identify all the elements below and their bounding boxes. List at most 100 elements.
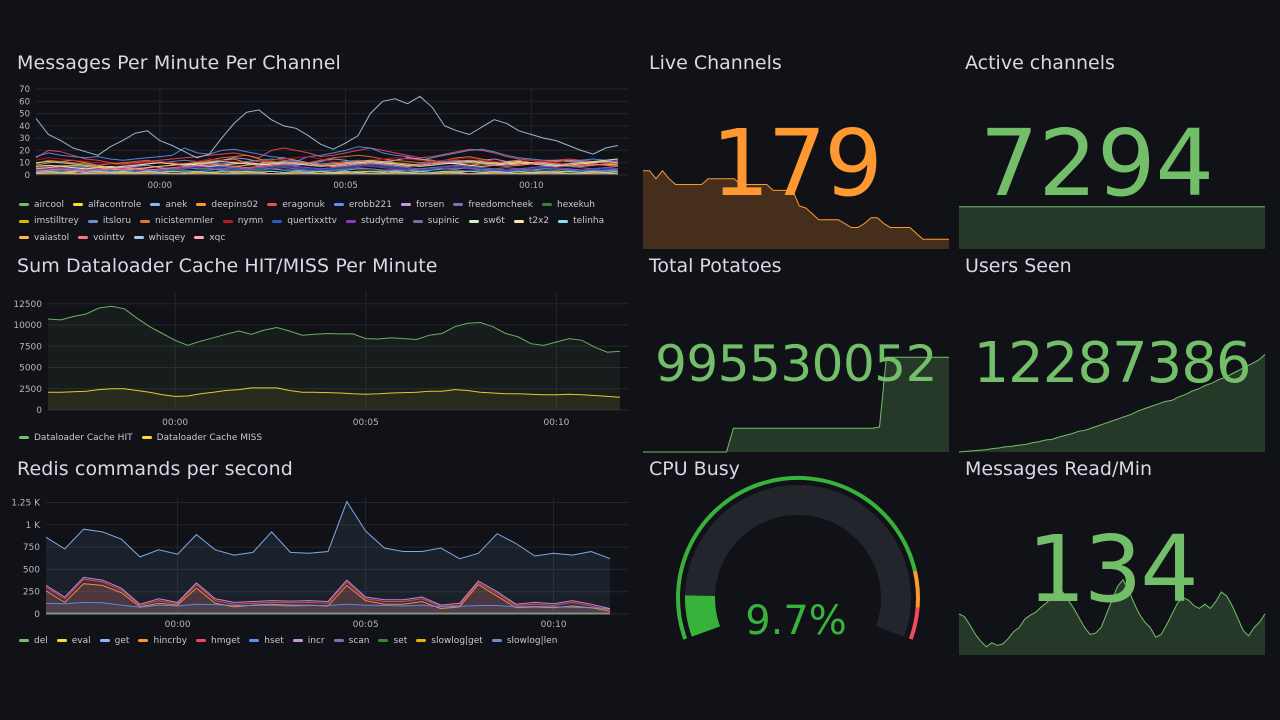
x-tick-label: 00:10 <box>543 418 569 428</box>
legend-item[interactable]: nicistemmler <box>140 213 214 229</box>
legend-item[interactable]: erobb221 <box>333 197 392 213</box>
legend-label: eval <box>71 635 91 646</box>
panel-redis-commands[interactable]: Redis commands per second 1.25 K 1 K 750 50… <box>0 458 640 658</box>
legend-item[interactable]: telinha <box>558 213 604 229</box>
legend-swatch <box>150 203 161 206</box>
panel-dataloader-cache[interactable]: Sum Dataloader Cache HIT/MISS Per Minute… <box>0 255 640 450</box>
series-line-hset <box>45 601 611 610</box>
legend-item[interactable]: vointtv <box>78 230 125 246</box>
legend-item[interactable]: Dataloader Cache HIT <box>19 430 133 446</box>
legend-item[interactable]: slowlog|len <box>491 633 558 649</box>
y-tick-label: 20 <box>19 146 30 156</box>
legend-item[interactable]: alfacontrole <box>72 197 142 213</box>
legend-label: hexekuh <box>556 199 595 210</box>
legend-swatch <box>412 219 423 223</box>
panel-title: Total Potatoes <box>649 255 782 277</box>
legend-item[interactable]: hset <box>249 633 284 649</box>
series-line-get <box>45 500 611 560</box>
series-area-get <box>46 501 610 614</box>
gauge-track <box>685 485 911 637</box>
legend-item[interactable]: whisqey <box>133 230 186 246</box>
legend-item[interactable]: anek <box>150 197 187 213</box>
legend-swatch <box>87 219 98 223</box>
legend-item[interactable]: eval <box>56 633 91 649</box>
legend-swatch <box>194 236 205 239</box>
legend-swatch <box>513 219 524 223</box>
panel-live-channels[interactable]: Live Channels 179 <box>640 52 952 250</box>
redis-commands-chart[interactable]: 1.25 K 1 K 750 500 250 0 00:00 00:05 00:10 <box>0 488 640 638</box>
legend-swatch <box>138 639 149 642</box>
legend-item[interactable]: set <box>378 633 407 649</box>
panel-cpu-busy[interactable]: CPU Busy 9.7% <box>640 458 952 658</box>
legend-item[interactable]: del <box>19 633 48 649</box>
panel-title: Active channels <box>965 52 1115 74</box>
legend-swatch <box>72 203 83 206</box>
panel-users-seen[interactable]: Users Seen 12287386 <box>956 255 1268 453</box>
legend-label: del <box>34 635 48 646</box>
series-line-incr <box>45 576 611 610</box>
legend-item[interactable]: sw6t <box>468 213 505 229</box>
y-tick-label: 0 <box>34 610 40 620</box>
active-channels-value: 7294 <box>979 110 1215 217</box>
legend-item[interactable]: freedomcheek <box>453 197 533 213</box>
legend-label: whisqey <box>148 232 186 243</box>
y-tick-label: 5000 <box>19 364 42 374</box>
legend-item[interactable]: deepins02 <box>196 197 258 213</box>
legend-label: forsen <box>416 199 445 210</box>
legend-swatch <box>491 639 502 642</box>
legend-label: incr <box>307 635 325 646</box>
legend-label: studytme <box>360 216 404 226</box>
legend-item[interactable]: incr <box>292 633 325 649</box>
x-tick-label: 00:05 <box>353 418 379 428</box>
messages-per-minute-chart[interactable]: 70 60 50 40 30 20 10 0 00:00 00:05 00:10 <box>0 82 640 222</box>
legend-item[interactable]: imstilltrey <box>19 213 79 229</box>
legend-item[interactable]: vaiastol <box>19 230 69 246</box>
live-channels-sparkline <box>643 170 949 249</box>
legend-swatch <box>141 436 152 439</box>
legend-item[interactable]: get <box>99 633 129 649</box>
legend-swatch <box>78 236 89 239</box>
panel-total-potatoes[interactable]: Total Potatoes 995530052 <box>640 255 952 453</box>
y-tick-label: 12500 <box>13 300 42 310</box>
legend-label: hincrby <box>153 635 188 646</box>
legend-item[interactable]: scan <box>333 633 369 649</box>
legend-item[interactable]: forsen <box>401 197 444 213</box>
dataloader-cache-chart[interactable]: 12500 10000 7500 5000 2500 0 00:00 00:05 00:10 <box>0 285 640 435</box>
legend-item[interactable]: xqc <box>194 230 225 246</box>
legend-item[interactable]: quertixxttv <box>272 213 337 229</box>
x-tick-label: 00:00 <box>148 181 173 191</box>
sparkline-line <box>958 578 1266 648</box>
panel-messages-read[interactable]: Messages Read/Min 134 <box>956 458 1268 658</box>
y-tick-label: 7500 <box>19 342 42 352</box>
legend-item[interactable]: t2x2 <box>513 213 549 229</box>
gauge-threshold-arc <box>676 475 917 640</box>
legend-item[interactable]: itsloru <box>87 213 131 229</box>
legend-label: erobb221 <box>348 199 392 210</box>
x-tick-label: 00:00 <box>162 418 188 428</box>
legend-item[interactable]: hexekuh <box>541 197 595 213</box>
panel-active-channels[interactable]: Active channels 7294 <box>956 52 1268 250</box>
legend-item[interactable]: supinic <box>412 213 460 229</box>
legend-label: alfacontrole <box>87 199 142 210</box>
legend-label: set <box>393 635 408 646</box>
legend-item[interactable]: Dataloader Cache MISS <box>141 430 262 446</box>
legend-label: vaiastol <box>34 232 70 243</box>
legend-label: freedomcheek <box>468 199 533 210</box>
legend-swatch <box>401 203 411 206</box>
messages-read-value: 134 <box>1027 516 1199 623</box>
legend-label: quertixxttv <box>287 216 337 226</box>
legend-item[interactable]: hmget <box>196 633 240 649</box>
y-tick-label: 30 <box>19 134 30 144</box>
legend-item[interactable]: hincrby <box>138 633 187 649</box>
panel-messages-per-minute[interactable]: Messages Per Minute Per Channel 70 60 50 40… <box>0 52 640 247</box>
legend-item[interactable]: slowlog|get <box>416 633 483 649</box>
legend-swatch <box>19 639 29 642</box>
legend-item[interactable]: eragonuk <box>267 197 325 213</box>
y-tick-label: 750 <box>23 543 40 553</box>
legend-item[interactable]: nymn <box>222 213 264 229</box>
legend-label: anek <box>165 199 188 210</box>
legend-label: nymn <box>237 216 264 226</box>
legend-item[interactable]: studytme <box>345 213 404 229</box>
legend-label: slowlog|len <box>506 635 558 646</box>
legend-item[interactable]: aircool <box>19 197 64 213</box>
